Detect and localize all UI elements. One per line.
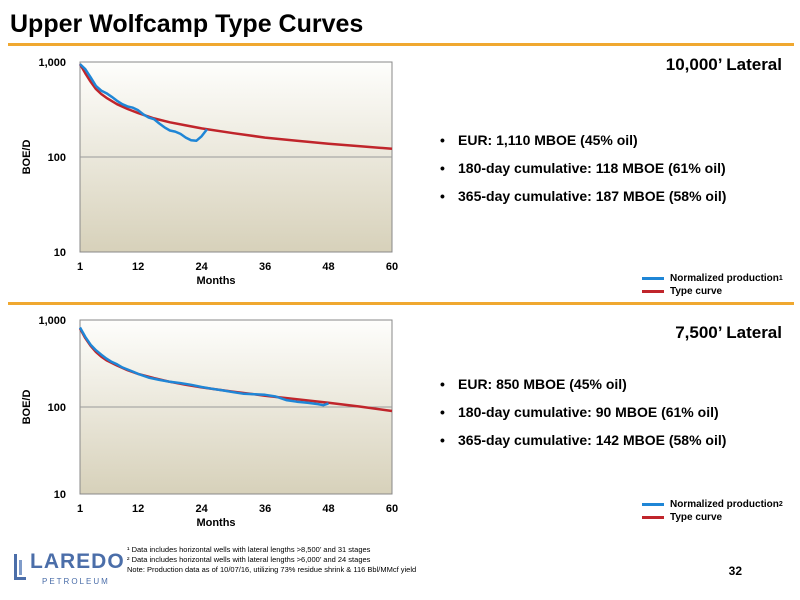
legend-item-type-curve: Type curve: [642, 511, 783, 524]
lateral-label-10000: 10,000’ Lateral: [665, 55, 782, 74]
x-axis-label: Months: [196, 517, 235, 529]
legend-swatch-normalized: [642, 277, 664, 280]
legend-7500: Normalized production 2 Type curve: [642, 498, 783, 524]
legend-item-type-curve: Type curve: [642, 285, 783, 298]
footnote-1: ¹ Data includes horizontal wells with la…: [127, 545, 371, 554]
legend-swatch-normalized: [642, 503, 664, 506]
bullets-7500: EUR: 850 MBOE (45% oil) 180-day cumulati…: [440, 376, 726, 460]
x-tick-label: 36: [259, 261, 271, 273]
legend-swatch-type-curve: [642, 516, 664, 519]
y-axis-label: BOE/D: [21, 390, 33, 425]
legend-item-normalized: Normalized production 2: [642, 498, 783, 511]
x-tick-label: 12: [132, 503, 144, 515]
laredo-logo: LAREDO PETROLEUM: [8, 540, 125, 595]
logo-mark-icon: [14, 554, 26, 580]
y-tick-label: 1,000: [38, 315, 66, 327]
chart-10000-lateral: 10 100 1,000 1 12 24 36 48 60 Months BOE/D: [21, 57, 398, 287]
series-normalized-production: [78, 326, 329, 407]
title-rule: [8, 43, 794, 46]
y-axis-label: BOE/D: [21, 140, 33, 175]
page-number: 32: [728, 564, 742, 578]
x-tick-label: 1: [77, 503, 83, 515]
legend-10000: Normalized production 1 Type curve: [642, 272, 783, 298]
bullets-10000: EUR: 1,110 MBOE (45% oil) 180-day cumula…: [440, 132, 726, 216]
x-tick-label: 1: [77, 261, 83, 273]
y-tick-label: 10: [54, 489, 66, 501]
legend-item-normalized: Normalized production 1: [642, 272, 783, 285]
bullet-eur: EUR: 850 MBOE (45% oil): [440, 376, 726, 392]
bullet-180-day: 180-day cumulative: 118 MBOE (61% oil): [440, 160, 726, 176]
bullet-365-day: 365-day cumulative: 142 MBOE (58% oil): [440, 432, 726, 448]
lateral-label-7500: 7,500’ Lateral: [675, 323, 782, 342]
footnote-2: ² Data includes horizontal wells with la…: [127, 555, 371, 564]
logo-word: LAREDO: [30, 550, 125, 573]
section-divider: [8, 302, 794, 305]
x-tick-label: 60: [386, 261, 398, 273]
x-tick-label: 36: [259, 503, 271, 515]
x-tick-label: 24: [196, 503, 209, 515]
footnotes: ¹ Data includes horizontal wells with la…: [127, 545, 416, 575]
y-tick-label: 100: [48, 152, 66, 164]
bullet-365-day: 365-day cumulative: 187 MBOE (58% oil): [440, 188, 726, 204]
x-tick-label: 48: [322, 503, 334, 515]
y-tick-label: 100: [48, 402, 66, 414]
x-tick-label: 24: [196, 261, 209, 273]
x-axis-label: Months: [196, 275, 235, 287]
chart-7500-lateral: 10 100 1,000 1 12 24 36 48 60 Months BOE/D: [21, 315, 398, 529]
x-tick-label: 48: [322, 261, 334, 273]
series-normalized-production: [79, 63, 208, 143]
x-tick-label: 60: [386, 503, 398, 515]
logo-sub: PETROLEUM: [42, 577, 110, 586]
slide-title: Upper Wolfcamp Type Curves: [10, 10, 364, 38]
bullet-eur: EUR: 1,110 MBOE (45% oil): [440, 132, 726, 148]
y-tick-label: 10: [54, 247, 66, 259]
bullet-180-day: 180-day cumulative: 90 MBOE (61% oil): [440, 404, 726, 420]
legend-swatch-type-curve: [642, 290, 664, 293]
footnote-note: Note: Production data as of 10/07/16, ut…: [127, 565, 417, 574]
x-tick-label: 12: [132, 261, 144, 273]
y-tick-label: 1,000: [38, 57, 66, 69]
